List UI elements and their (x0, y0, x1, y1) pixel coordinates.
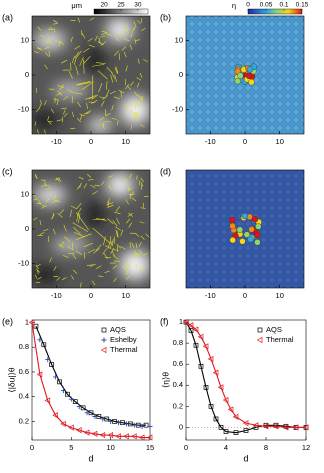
y-tick-label: 0 (25, 224, 29, 233)
particle-hot (254, 239, 260, 245)
y-tick-label: 0.2 (19, 416, 29, 425)
legend-label: AQS (266, 325, 282, 334)
y-tick-label: 0.4 (19, 392, 29, 401)
y-tick-label: 10 (21, 35, 29, 44)
x-tick-label: -10 (51, 137, 62, 146)
x-axis-label: d (88, 453, 93, 463)
panel-label: (c) (2, 166, 13, 176)
y-tick-label: 0 (25, 70, 29, 79)
x-tick-label: 0 (243, 137, 247, 146)
particle-hot (244, 232, 250, 238)
panel-label: (f) (160, 316, 169, 326)
x-tick-label: 0 (184, 443, 188, 452)
particle-hot (230, 223, 236, 229)
x-tick-label: 0 (89, 137, 93, 146)
colorbar-tick-label: 0.1 (279, 2, 288, 9)
y-tick-label: 0.6 (173, 359, 183, 368)
particle-hot (237, 73, 243, 79)
particle-hot (230, 237, 236, 243)
image-c (31, 170, 150, 288)
y-tick-label: -10 (18, 105, 29, 114)
x-tick-label: 10 (276, 137, 284, 146)
y-tick-label: 0.8 (173, 338, 183, 347)
y-tick-label: 0.6 (19, 367, 29, 376)
panel-label: (d) (160, 166, 171, 176)
y-tick-label: 10 (21, 189, 29, 198)
y-tick-label: 0.4 (173, 380, 183, 389)
y-tick-label: 0.8 (19, 342, 29, 351)
x-tick-label: -10 (51, 291, 62, 300)
legend-marker (102, 348, 107, 353)
particle-hot (246, 73, 252, 79)
x-tick-label: 10 (106, 443, 114, 452)
y-tick-label: -10 (18, 259, 29, 268)
x-axis-label: d (243, 453, 248, 463)
legend-label: Thermal (266, 335, 294, 344)
legend-label: Eshelby (110, 335, 137, 344)
x-tick-label: 10 (122, 291, 130, 300)
x-tick-label: 0 (243, 291, 247, 300)
y-tick-label: -10 (172, 105, 183, 114)
panel-label: (a) (2, 12, 13, 22)
marker (53, 374, 58, 379)
particle-hot (235, 78, 241, 84)
colorbar-label: η (232, 1, 236, 10)
x-tick-label: -10 (205, 137, 216, 146)
x-tick-label: 4 (224, 443, 228, 452)
marker (37, 337, 42, 342)
legend-marker (258, 328, 262, 332)
legend-marker (258, 338, 263, 343)
panel-label: (e) (2, 316, 13, 326)
particle-map-d (186, 170, 304, 288)
y-tick-label: 0 (179, 70, 183, 79)
legend-marker (102, 328, 106, 332)
colorbar-tick-label: 0.15 (296, 2, 309, 9)
x-tick-label: 0 (30, 443, 34, 452)
particle-hot (239, 238, 245, 244)
particle-hot (237, 227, 243, 233)
y-axis-label: ⟨η⟩θ (160, 372, 170, 388)
x-tick-label: 5 (69, 443, 73, 452)
legend-label: Thermal (110, 345, 138, 354)
colorbar-tick-label: 0.05 (260, 2, 273, 9)
x-tick-label: 12 (302, 443, 310, 452)
colorbar (248, 9, 302, 14)
particle-hot (229, 217, 235, 223)
particle-hot (249, 226, 255, 232)
y-tick-label: 1 (179, 317, 183, 326)
particle-hot (242, 213, 248, 219)
particle-hot (255, 224, 261, 230)
y-tick-label: 1 (25, 317, 29, 326)
x-tick-label: 8 (264, 443, 268, 452)
y-tick-label: 0.2 (173, 401, 183, 410)
x-tick-label: -10 (205, 291, 216, 300)
particle-hot (252, 216, 258, 222)
x-tick-label: 15 (146, 443, 154, 452)
x-tick-label: 10 (276, 291, 284, 300)
y-tick-label: 0 (179, 422, 183, 431)
y-tick-label: 10 (175, 35, 183, 44)
legend-marker (102, 338, 107, 343)
particle-hot (247, 66, 253, 72)
colorbar-tick-label: 25 (117, 2, 125, 9)
legend-label: AQS (110, 325, 126, 334)
colorbar-label: μm (71, 1, 82, 10)
y-axis-label: ⟨|δu|⟩θ (6, 367, 16, 393)
colorbar-tick-label: 20 (101, 2, 109, 9)
x-tick-label: 10 (122, 137, 130, 146)
panel-label: (b) (160, 12, 171, 22)
colorbar-tick-label: 0 (246, 2, 250, 9)
x-tick-label: 0 (89, 291, 93, 300)
particle-hot (248, 79, 254, 85)
colorbar-tick-label: 30 (134, 2, 142, 9)
